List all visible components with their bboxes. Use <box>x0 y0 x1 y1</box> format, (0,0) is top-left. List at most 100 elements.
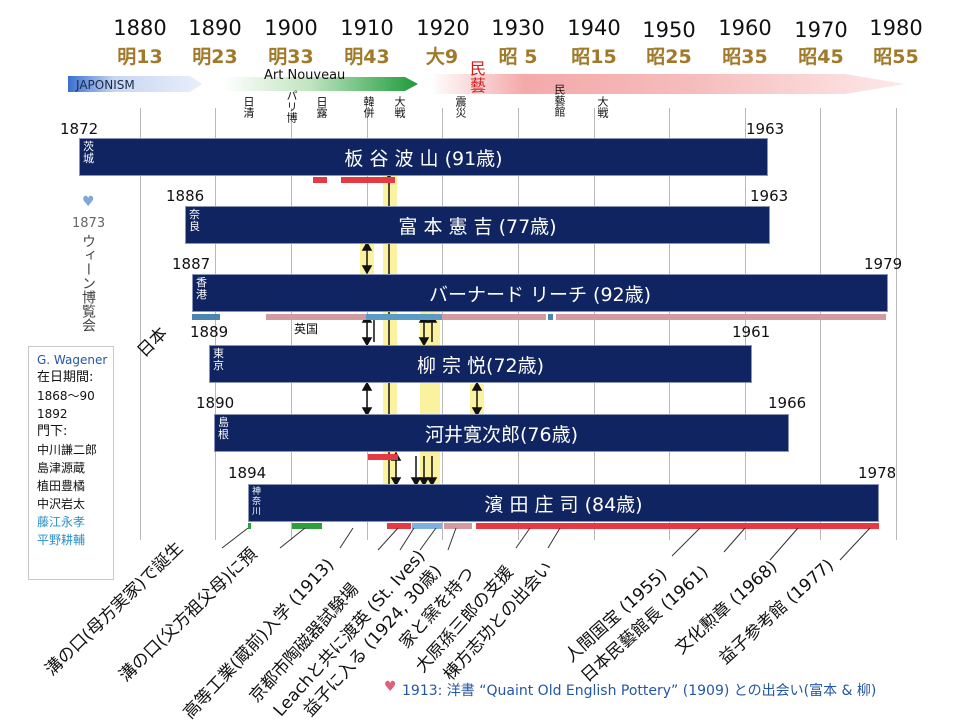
died-year: 1978 <box>858 464 897 482</box>
event-marker <box>292 523 322 529</box>
grid-line <box>140 108 141 540</box>
year-label: 1910 <box>340 16 394 40</box>
grid-line <box>896 108 897 540</box>
student: 中川謙二郎 <box>37 443 98 457</box>
lifespan-bar[interactable]: 島根 河井寛次郎(76歳) <box>214 414 789 452</box>
vienna-label: ウィーン博覧会 <box>80 234 96 332</box>
died-year: 1979 <box>864 255 903 273</box>
event-label: 民藝館 <box>553 84 566 117</box>
grid-line <box>669 108 670 540</box>
lifespan-bar[interactable]: 東京 柳 宗 悦(72歳) <box>209 345 752 383</box>
japonism-arrow <box>68 76 202 92</box>
died-year: 1966 <box>768 394 807 412</box>
grid-line <box>291 108 292 540</box>
birthplace: 東京 <box>213 347 224 372</box>
year-label: 1950 <box>642 18 696 42</box>
grid-line <box>594 108 595 540</box>
birthplace: 茨城 <box>83 140 94 165</box>
person-name: 富 本 憲 吉 (77歳) <box>398 215 557 238</box>
year-label: 1960 <box>718 16 772 40</box>
person-name: 河井寛次郎(76歳) <box>424 423 578 446</box>
movement-arrows <box>68 74 905 94</box>
person-name: 板 谷 波 山 (91歳) <box>344 147 503 170</box>
wagener-period: 1892 <box>37 407 68 421</box>
grid-line <box>215 108 216 540</box>
heart-icon: ♥ <box>384 679 397 695</box>
event-label: 日露 <box>315 96 328 118</box>
event-label: 日清 <box>242 96 255 118</box>
event-marker <box>341 177 395 183</box>
event-marker <box>444 523 472 529</box>
event-marker <box>387 523 411 529</box>
era-label: 明43 <box>344 46 390 68</box>
mingei-arrow <box>430 74 905 94</box>
connector-column <box>383 176 397 486</box>
event-marker <box>476 523 879 529</box>
year-label: 1880 <box>113 16 167 40</box>
student: 島津源蔵 <box>37 461 86 475</box>
event-label: 大戦 <box>596 96 609 118</box>
vienna-year: 1873 <box>72 216 106 231</box>
born-year: 1887 <box>172 255 211 273</box>
born-year: 1872 <box>60 120 99 138</box>
event-marker <box>366 314 442 320</box>
died-year: 1963 <box>746 120 785 138</box>
died-year: 1963 <box>750 187 789 205</box>
born-year: 1894 <box>228 464 267 482</box>
student: 植田豊橘 <box>37 479 86 493</box>
era-label: 昭55 <box>873 46 919 68</box>
year-label: 1980 <box>869 16 923 40</box>
students-label: 門下: <box>37 424 68 439</box>
heart-icon: ♥ <box>82 194 95 210</box>
year-label: 1930 <box>491 16 545 40</box>
born-year: 1890 <box>196 394 235 412</box>
wagener-name: G. Wagener <box>37 353 108 367</box>
era-label: 昭25 <box>646 46 692 68</box>
event-label: パリ博 <box>285 90 298 123</box>
era-label: 昭45 <box>798 46 844 68</box>
era-label: 昭35 <box>722 46 768 68</box>
event-marker <box>412 523 442 529</box>
event-marker <box>368 454 398 460</box>
student: 中沢岩太 <box>37 497 86 511</box>
lifespan-bar[interactable]: 香港 バーナード リーチ (92歳) <box>192 274 888 312</box>
event-marker <box>266 314 366 320</box>
wagener-period-label: 在日期間: <box>37 370 94 385</box>
japonism-label: JAPONISM <box>76 78 135 92</box>
footer-note: 1913: 洋書 “Quaint Old English Pottery” (1… <box>402 683 877 699</box>
year-label: 1970 <box>794 18 848 42</box>
person-name: 柳 宗 悦(72歳) <box>416 354 545 377</box>
england-label: 英国 <box>294 322 319 336</box>
era-label: 昭 5 <box>498 46 538 68</box>
event-label: 震災 <box>454 96 467 118</box>
person-name: 濱 田 庄 司 (84歳) <box>484 493 643 516</box>
event-marker <box>556 314 886 320</box>
event-label: 韓併 <box>362 96 375 118</box>
era-label: 昭15 <box>571 46 617 68</box>
event-marker <box>442 314 546 320</box>
student: 平野耕輔 <box>37 533 86 547</box>
wagener-period: 1868〜90 <box>37 389 95 403</box>
died-year: 1961 <box>732 323 771 341</box>
event-marker <box>248 523 251 529</box>
student: 藤江永孝 <box>37 515 86 529</box>
lifespan-bar[interactable]: 神奈川 濱 田 庄 司 (84歳) <box>248 484 879 522</box>
born-year: 1889 <box>190 323 229 341</box>
era-label: 明33 <box>268 46 314 68</box>
year-label: 1920 <box>416 16 470 40</box>
year-label: 1940 <box>567 16 621 40</box>
born-year: 1886 <box>166 187 205 205</box>
event-marker <box>192 314 220 320</box>
art-nouveau-label: Art Nouveau <box>264 68 346 83</box>
event-marker <box>548 314 553 320</box>
era-label: 大9 <box>425 46 459 68</box>
grid-line <box>442 108 443 540</box>
lifespan-bar[interactable]: 茨城 板 谷 波 山 (91歳) <box>79 138 768 176</box>
grid-line <box>745 108 746 540</box>
lifespan-bar[interactable]: 奈良 富 本 憲 吉 (77歳) <box>185 206 770 244</box>
person-name: バーナード リーチ (92歳) <box>428 283 652 306</box>
grid-line <box>820 108 821 540</box>
grid-line <box>518 108 519 540</box>
era-label: 明23 <box>192 46 238 68</box>
